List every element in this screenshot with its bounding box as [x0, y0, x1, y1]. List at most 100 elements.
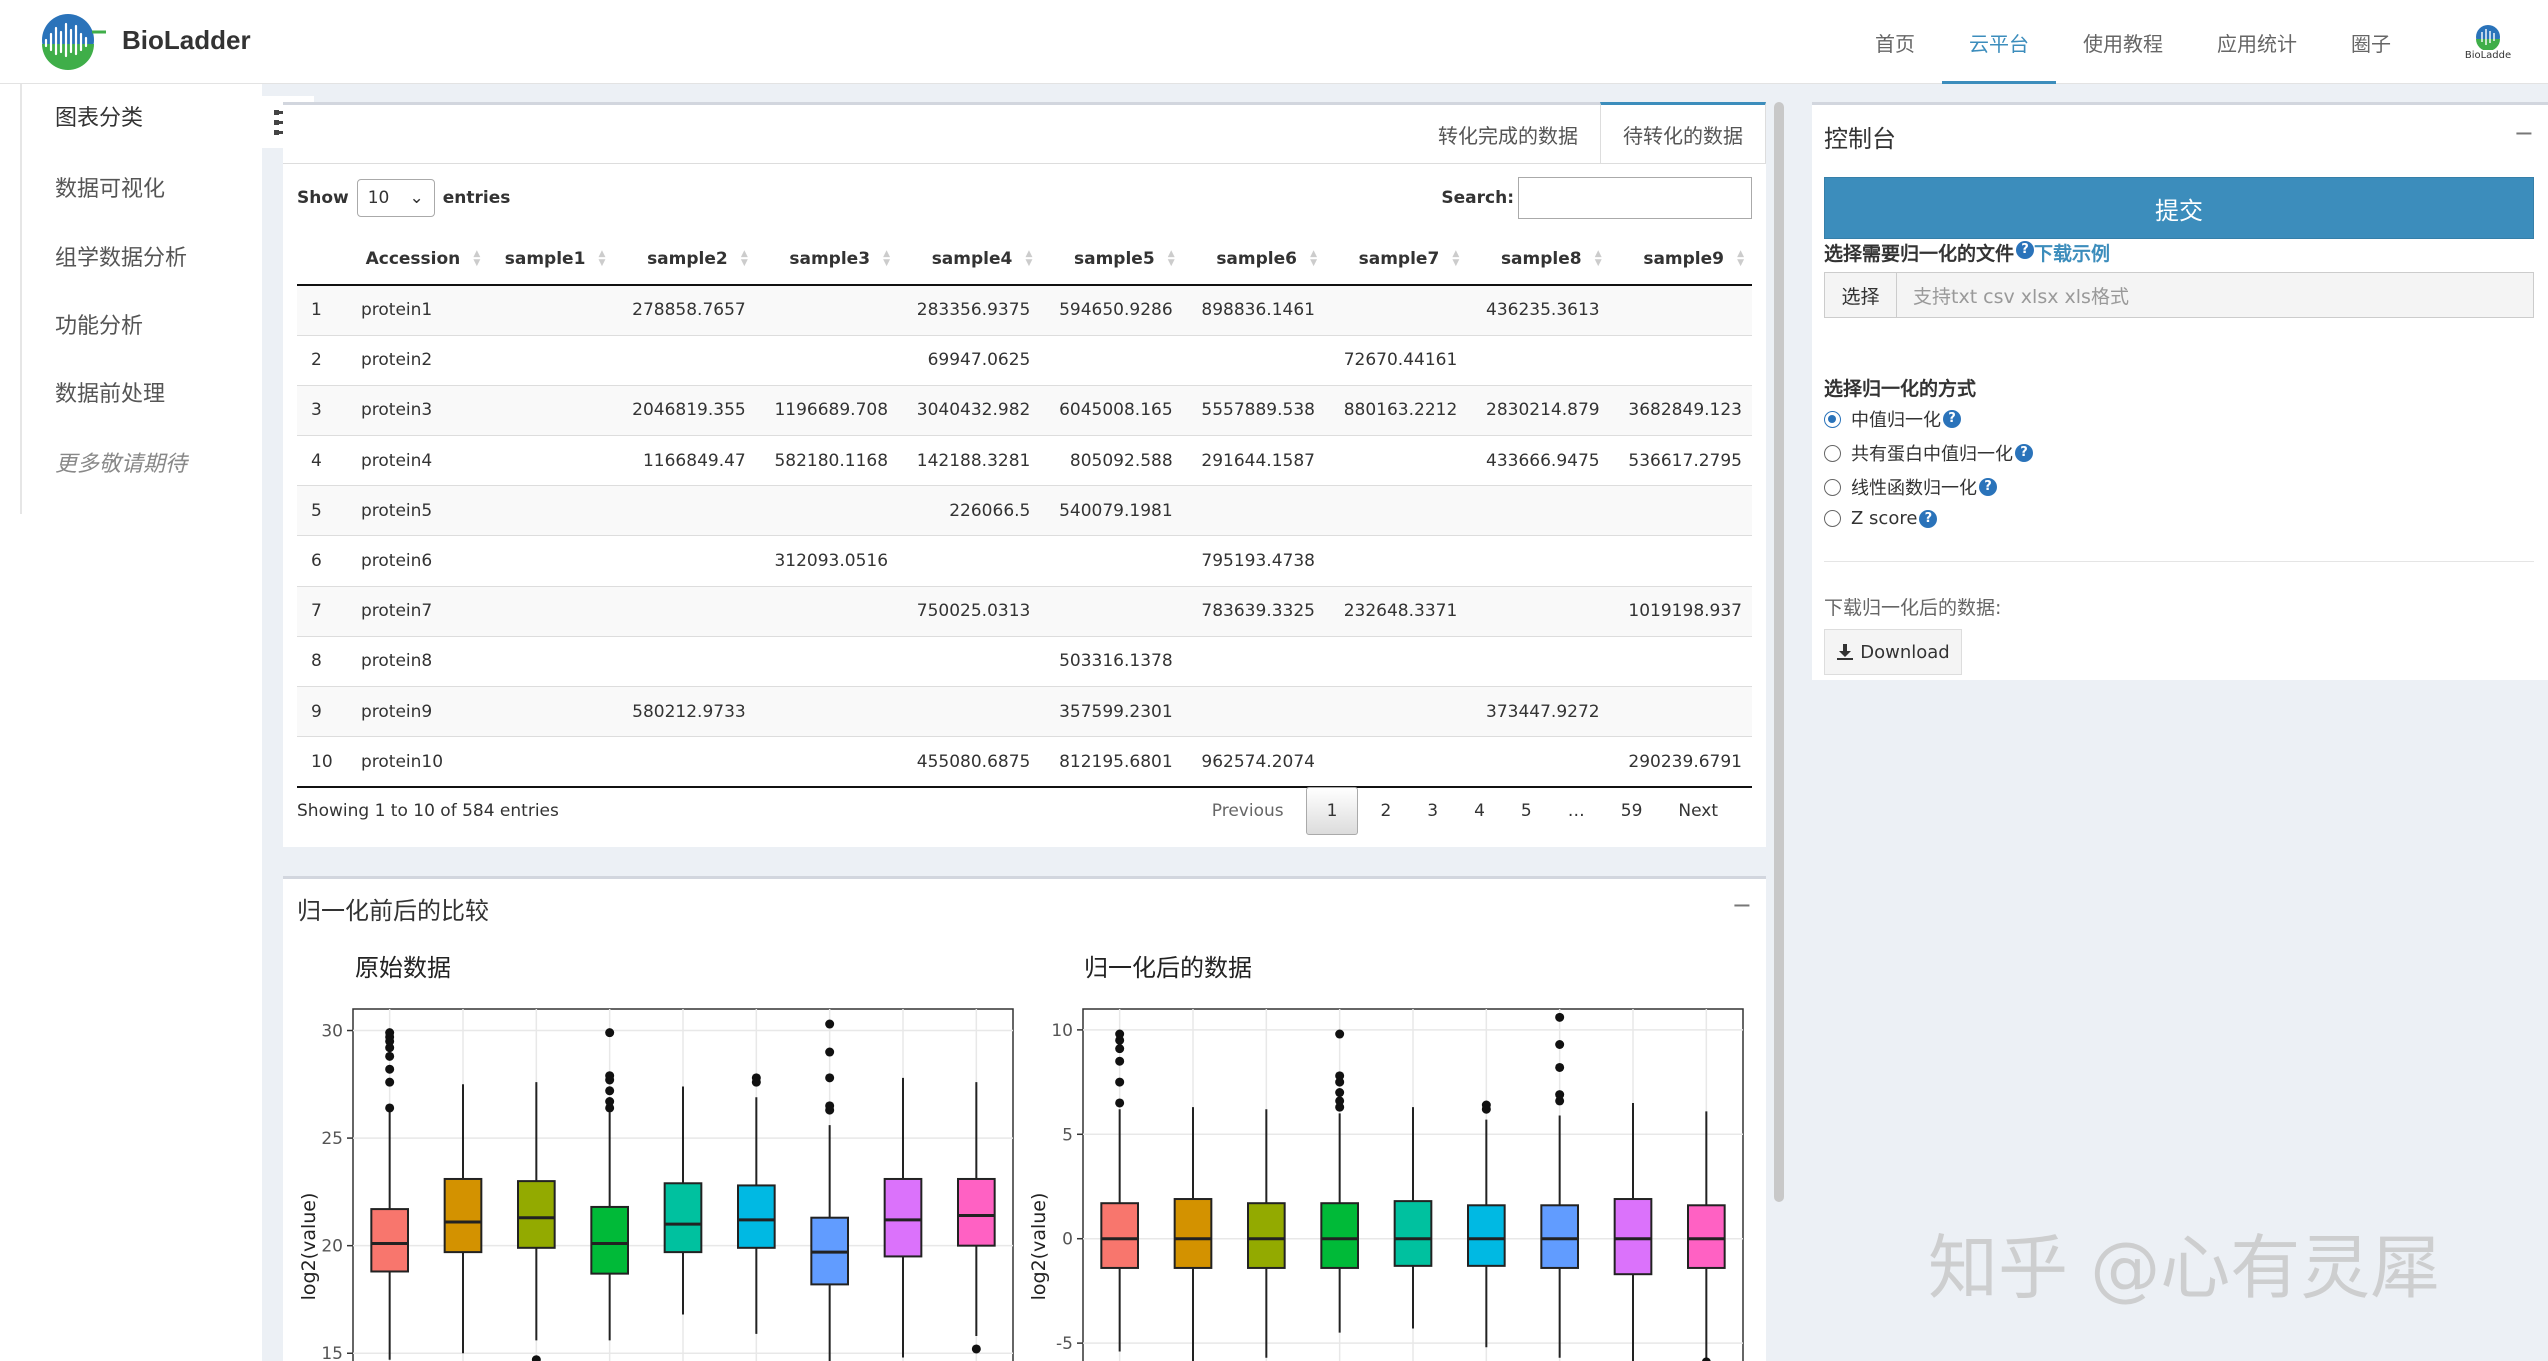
nav-cloud-platform[interactable]: 云平台 — [1942, 0, 2056, 84]
table-cell: 5557889.538 — [1182, 384, 1325, 436]
nav-circle[interactable]: 圈子 — [2351, 31, 2391, 56]
help-icon[interactable]: ? — [2016, 240, 2035, 259]
table-row[interactable]: 6 protein6 312093.0516 795193.4738 — [297, 535, 1752, 587]
help-icon[interactable]: ? — [1943, 410, 1961, 428]
table-cell — [898, 635, 1041, 687]
column-header-sample6[interactable]: sample6 ▲ ▼ — [1182, 233, 1325, 286]
outlier-point — [825, 1101, 835, 1111]
column-header-sample7[interactable]: sample7 ▲ ▼ — [1324, 233, 1468, 286]
chart-title: 原始数据 — [355, 954, 451, 982]
column-header-sample3[interactable]: sample3 ▲ ▼ — [755, 233, 899, 286]
table-cell: 142188.3281 — [898, 435, 1041, 486]
column-header-sample2[interactable]: sample2 ▲ ▼ — [613, 233, 756, 286]
outlier-point — [1555, 1090, 1565, 1100]
table-cell: protein4 — [347, 435, 489, 486]
user-avatar-menu[interactable]: BioLadde — [2418, 0, 2548, 84]
page-button-5[interactable]: 5 — [1520, 801, 1532, 821]
sidebar-item-chart-category[interactable]: 图表分类 — [55, 106, 144, 131]
column-header-sample1[interactable]: sample1 ▲ ▼ — [488, 233, 614, 286]
sidebar-item-preprocess[interactable]: 数据前处理 — [55, 382, 166, 407]
table-cell: 232648.3371 — [1324, 585, 1468, 637]
sort-icon: ▲ ▼ — [1737, 249, 1744, 268]
column-header-sample9[interactable]: sample9 ▲ ▼ — [1609, 233, 1752, 286]
page-button-59[interactable]: 59 — [1620, 801, 1643, 821]
tab-pending[interactable]: 待转化的数据 — [1600, 102, 1766, 163]
column-header-sample5[interactable]: sample5 ▲ ▼ — [1040, 233, 1183, 286]
page-button-3[interactable]: 3 — [1427, 801, 1439, 821]
radio-label: 线性函数归一化 — [1851, 478, 1977, 499]
radio-zscore[interactable]: Z score? — [1824, 508, 1938, 529]
next-page-button[interactable]: Next — [1678, 801, 1718, 821]
table-header-row: Accession ▲ ▼ sample1 ▲ ▼ sample2 ▲ ▼ sample3 ▲ ▼ sa… — [297, 233, 1752, 286]
chevron-down-icon: ⌄ — [409, 188, 424, 208]
scrollbar-thumb[interactable] — [1774, 102, 1784, 1202]
page-button-4[interactable]: 4 — [1474, 801, 1485, 821]
column-header-accession[interactable]: Accession ▲ ▼ — [347, 233, 489, 286]
table-cell — [488, 435, 614, 486]
page-button-1[interactable]: 1 — [1305, 787, 1359, 835]
file-input[interactable]: 支持txt csv xlsx xls格式 — [1897, 273, 2533, 317]
table-row[interactable]: 5 protein5 226066.5 540079.1981 — [297, 485, 1752, 536]
outlier-point — [605, 1086, 615, 1096]
submit-button[interactable]: 提交 — [1824, 177, 2534, 239]
sort-icon: ▲ ▼ — [740, 249, 748, 268]
table-search: Search: — [1441, 177, 1752, 219]
column-header-label: sample6 — [1216, 248, 1297, 269]
radio-common-median[interactable]: 共有蛋白中值归一化? — [1824, 440, 2033, 466]
table-row[interactable]: 4 protein4 1166849.47 582180.1168 142188.328… — [297, 435, 1752, 486]
sidebar-item-visualization[interactable]: 数据可视化 — [55, 177, 166, 202]
table-cell — [613, 485, 756, 536]
radio-label: Z score — [1851, 508, 1918, 529]
table-row[interactable]: 8 protein8 503316.1378 — [297, 635, 1752, 687]
table-row[interactable]: 2 protein2 69947.0625 72670.44161 — [297, 334, 1752, 386]
page-length-select[interactable]: 10 ⌄ — [356, 179, 435, 217]
outlier-point — [1115, 1077, 1125, 1087]
help-icon[interactable]: ? — [1979, 478, 1997, 496]
scrollbar[interactable] — [1771, 102, 1787, 1202]
column-header-label: sample4 — [931, 248, 1013, 269]
column-header-sample4[interactable]: sample4 ▲ ▼ — [898, 233, 1041, 286]
logo[interactable]: BioLadder — [32, 10, 251, 70]
download-button[interactable]: Download — [1824, 629, 1962, 675]
table-row[interactable]: 7 protein7 750025.0313 783639.3325 232648.33… — [297, 585, 1752, 637]
table-row[interactable]: 9 protein9 580212.9733 357599.2301 373447.92… — [297, 685, 1752, 737]
outlier-point — [605, 1097, 615, 1107]
collapse-icon[interactable]: − — [1731, 891, 1752, 919]
download-example-link[interactable]: 下载示例 — [2034, 243, 2111, 265]
outlier-point — [385, 1064, 395, 1074]
sidebar-item-omics[interactable]: 组学数据分析 — [55, 246, 188, 271]
nav-tutorial[interactable]: 使用教程 — [2083, 31, 2163, 56]
entries-label: entries — [442, 188, 511, 208]
help-icon[interactable]: ? — [1919, 509, 1938, 528]
table-row[interactable]: 1 protein1 278858.7657 283356.9375 594650.92… — [297, 284, 1752, 336]
table-row[interactable]: 3 protein3 2046819.355 1196689.708 3040432.9… — [297, 384, 1752, 436]
table-cell: 226066.5 — [898, 485, 1041, 536]
outlier-point — [1555, 1096, 1565, 1106]
table-cell: 10 — [297, 736, 347, 788]
column-header-sample8[interactable]: sample8 ▲ ▼ — [1467, 233, 1610, 286]
help-icon[interactable]: ? — [2015, 444, 2033, 462]
collapse-icon[interactable]: − — [2513, 119, 2534, 147]
radio-median[interactable]: 中值归一化? — [1824, 406, 1961, 432]
sidebar-item-function[interactable]: 功能分析 — [55, 314, 144, 339]
download-label: 下载归一化后的数据: — [1824, 597, 2002, 619]
tick-label: 25 — [321, 1129, 343, 1149]
outlier-point — [385, 1077, 395, 1087]
tab-converted[interactable]: 转化完成的数据 — [1438, 123, 1578, 148]
table-cell — [1324, 736, 1468, 788]
y-axis-label: log2(value) — [298, 1193, 320, 1301]
radio-linear[interactable]: 线性函数归一化? — [1824, 474, 1997, 500]
nav-home[interactable]: 首页 — [1875, 31, 1915, 56]
search-input[interactable] — [1518, 177, 1752, 219]
outlier-point — [605, 1103, 615, 1113]
tick-label: 20 — [321, 1237, 343, 1257]
tick-label: -5 — [1056, 1334, 1073, 1354]
file-choose-button[interactable]: 选择 — [1825, 273, 1897, 317]
table-cell — [1324, 635, 1468, 687]
table-row[interactable]: 10 protein10 455080.6875 812195.6801 962574.… — [297, 736, 1752, 788]
pagination: Previous 1 2 3 4 5 … 59 Next — [1194, 787, 1736, 835]
page-button-2[interactable]: 2 — [1380, 801, 1392, 821]
nav-stats[interactable]: 应用统计 — [2217, 31, 2297, 56]
previous-page-button[interactable]: Previous — [1211, 801, 1284, 821]
outlier-point — [1555, 1062, 1565, 1072]
